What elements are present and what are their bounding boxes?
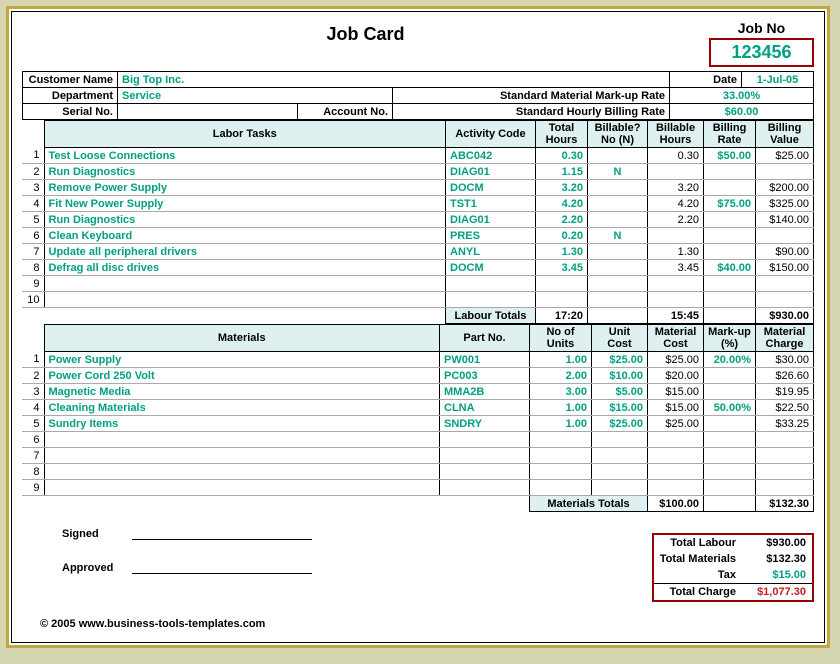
copyright: © 2005 www.business-tools-templates.com — [40, 618, 265, 630]
materials-row: 9 — [22, 480, 814, 496]
department-value: Service — [118, 88, 393, 104]
labor-row: 2Run DiagnosticsDIAG011.15N — [22, 164, 814, 180]
total-charge-value: $1,077.30 — [742, 584, 812, 601]
labor-row: 9 — [22, 276, 814, 292]
customer-name-value: Big Top Inc. — [118, 72, 670, 88]
markup-rate-label: Standard Material Mark-up Rate — [393, 88, 670, 104]
tax-value: $15.00 — [742, 567, 812, 584]
signed-label: Signed — [62, 528, 132, 540]
labor-table: Labor TasksActivity CodeTotal HoursBilla… — [22, 120, 814, 324]
date-label: Date — [670, 72, 742, 88]
labor-row: 5Run DiagnosticsDIAG012.202.20$140.00 — [22, 212, 814, 228]
labor-row: 7Update all peripheral driversANYL1.301.… — [22, 244, 814, 260]
serial-label: Serial No. — [23, 104, 118, 120]
markup-rate-value: 33.00% — [670, 88, 814, 104]
approved-label: Approved — [62, 562, 132, 574]
serial-value — [118, 104, 298, 120]
materials-table: MaterialsPart No.No of UnitsUnit CostMat… — [22, 324, 814, 512]
account-label: Account No. — [298, 104, 393, 120]
job-no-value: 123456 — [709, 38, 814, 67]
signed-line — [132, 526, 312, 540]
page-title: Job Card — [22, 20, 709, 45]
total-labour-label: Total Labour — [654, 535, 742, 551]
billing-rate-label: Standard Hourly Billing Rate — [393, 104, 670, 120]
department-label: Department — [23, 88, 118, 104]
total-materials-value: $132.30 — [742, 551, 812, 567]
tax-label: Tax — [654, 567, 742, 584]
labor-row: 1Test Loose ConnectionsABC0420.300.30$50… — [22, 148, 814, 164]
labor-row: 6Clean KeyboardPRES0.20N — [22, 228, 814, 244]
header-row: Job Card Job No 123456 — [22, 20, 814, 67]
total-charge-label: Total Charge — [654, 584, 742, 601]
date-value: 1-Jul-05 — [742, 72, 814, 88]
materials-row: 7 — [22, 448, 814, 464]
materials-row: 3Magnetic MediaMMA2B3.00$5.00$15.00$19.9… — [22, 384, 814, 400]
labor-row: 10 — [22, 292, 814, 308]
materials-row: 1Power SupplyPW0011.00$25.00$25.0020.00%… — [22, 352, 814, 368]
labor-row: 3Remove Power SupplyDOCM3.203.20$200.00 — [22, 180, 814, 196]
approved-line — [132, 560, 312, 574]
materials-row: 4Cleaning MaterialsCLNA1.00$15.00$15.005… — [22, 400, 814, 416]
materials-row: 5Sundry ItemsSNDRY1.00$25.00$25.00$33.25 — [22, 416, 814, 432]
summary-box: Total Labour$930.00 Total Materials$132.… — [652, 533, 814, 602]
total-labour-value: $930.00 — [742, 535, 812, 551]
meta-table: Customer Name Big Top Inc. Date 1-Jul-05… — [22, 71, 814, 120]
job-no-label: Job No — [709, 20, 814, 36]
total-materials-label: Total Materials — [654, 551, 742, 567]
customer-name-label: Customer Name — [23, 72, 118, 88]
materials-row: 8 — [22, 464, 814, 480]
billing-rate-value: $60.00 — [670, 104, 814, 120]
labor-row: 8Defrag all disc drivesDOCM3.453.45$40.0… — [22, 260, 814, 276]
materials-row: 6 — [22, 432, 814, 448]
materials-row: 2Power Cord 250 VoltPC0032.00$10.00$20.0… — [22, 368, 814, 384]
labor-row: 4Fit New Power SupplyTST14.204.20$75.00$… — [22, 196, 814, 212]
